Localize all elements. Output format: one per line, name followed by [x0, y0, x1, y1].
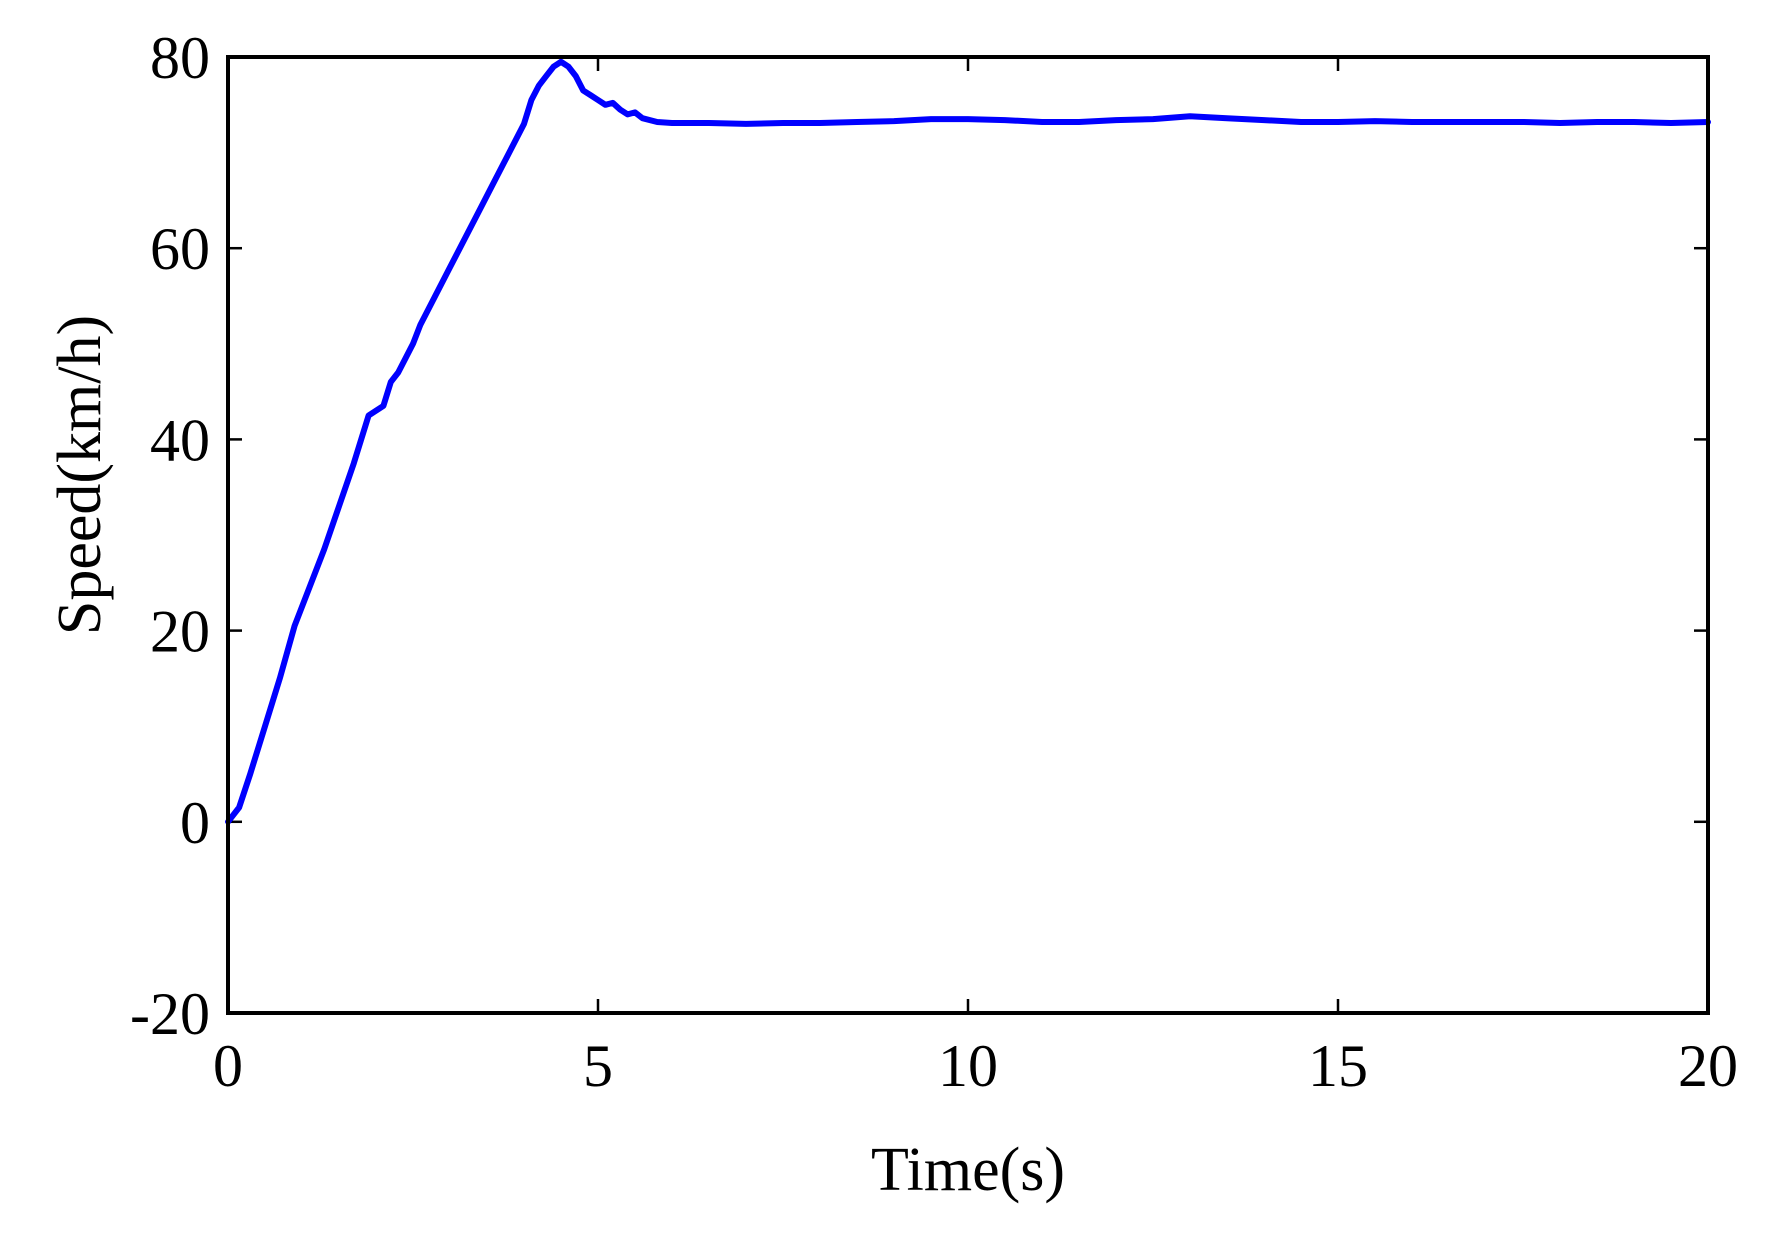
plot-area [225, 55, 1711, 1015]
y-tick-label: 0 [180, 790, 210, 856]
y-tick-label: 40 [150, 407, 210, 473]
x-tick-label: 20 [1678, 1033, 1738, 1099]
x-tick-label: 10 [938, 1033, 998, 1099]
y-tick-label: 60 [150, 216, 210, 282]
y-tick-labels: -20 0 20 40 60 80 [130, 25, 210, 1047]
x-tick-label: 15 [1308, 1033, 1368, 1099]
y-tick-label: 20 [150, 599, 210, 665]
y-tick-label: 80 [150, 25, 210, 91]
x-tick-labels: 0 5 10 15 20 [213, 1033, 1738, 1099]
x-axis-label: Time(s) [871, 1136, 1065, 1204]
series-line [225, 58, 1711, 825]
plot-frame [226, 55, 1710, 1015]
y-axis-label: Speed(km/h) [46, 315, 114, 635]
x-tick-label: 0 [213, 1033, 243, 1099]
y-tick-label: -20 [130, 981, 210, 1047]
x-tick-label: 5 [583, 1033, 613, 1099]
